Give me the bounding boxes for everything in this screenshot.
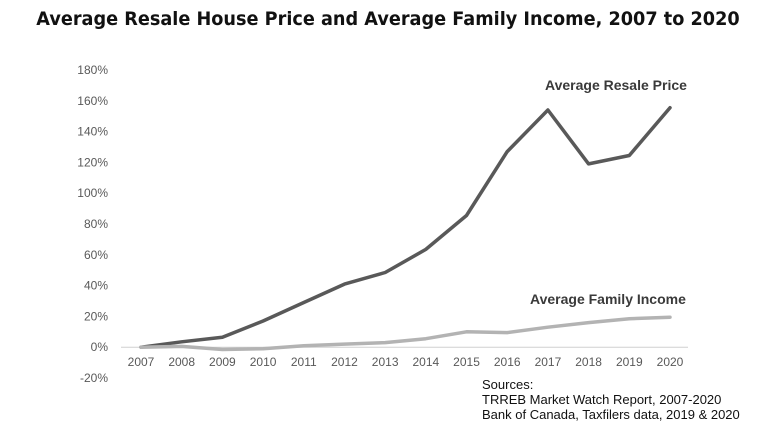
x-tick-label: 2008 xyxy=(168,355,195,369)
y-tick-label: 120% xyxy=(77,155,108,169)
x-tick-label: 2015 xyxy=(453,355,480,369)
series-line-1 xyxy=(139,315,672,352)
x-tick-label: 2014 xyxy=(412,355,439,369)
x-tick-label: 2017 xyxy=(535,355,562,369)
x-tick-label: 2011 xyxy=(291,355,317,369)
sources-line-2: Bank of Canada, Taxfilers data, 2019 & 2… xyxy=(482,407,740,422)
y-tick-label: 40% xyxy=(84,279,108,293)
sources-line-1: TRREB Market Watch Report, 2007-2020 xyxy=(482,392,722,407)
y-tick-label: 20% xyxy=(84,309,108,323)
y-tick-label: -20% xyxy=(80,371,108,385)
sources-note: Sources: TRREB Market Watch Report, 2007… xyxy=(482,377,740,422)
x-tick-label: 2018 xyxy=(575,355,602,369)
x-tick-label: 2010 xyxy=(250,355,277,369)
series-label-1: Average Family Income xyxy=(530,291,686,307)
y-tick-label: 0% xyxy=(91,340,109,354)
y-tick-label: 180% xyxy=(77,63,108,77)
x-axis: 2007 2008 2009 2010 2011 2012 2013 2014 2015 2016… xyxy=(128,355,684,369)
x-tick-label: 2019 xyxy=(616,355,643,369)
y-tick-label: 100% xyxy=(77,186,108,200)
x-tick-label: 2013 xyxy=(372,355,399,369)
y-tick-label: 160% xyxy=(77,94,108,108)
x-tick-label: 2007 xyxy=(128,355,155,369)
y-tick-label: 80% xyxy=(84,217,108,231)
series-layer: Average Resale Price Average Family Incom… xyxy=(139,77,687,352)
x-tick-label: 2012 xyxy=(331,355,358,369)
sources-heading: Sources: xyxy=(482,377,534,392)
x-tick-label: 2020 xyxy=(657,355,684,369)
x-tick-label: 2009 xyxy=(209,355,236,369)
x-tick-label: 2016 xyxy=(494,355,521,369)
chart-title: Average Resale House Price and Average F… xyxy=(36,8,740,30)
y-tick-label: 60% xyxy=(84,248,108,262)
y-tick-label: 140% xyxy=(77,125,108,139)
series-line-0 xyxy=(139,105,672,349)
y-axis: -20% 0% 20% 40% 60% 80% 100% 120% 140% 160% 180% xyxy=(77,63,688,385)
series-label-0: Average Resale Price xyxy=(545,77,687,93)
